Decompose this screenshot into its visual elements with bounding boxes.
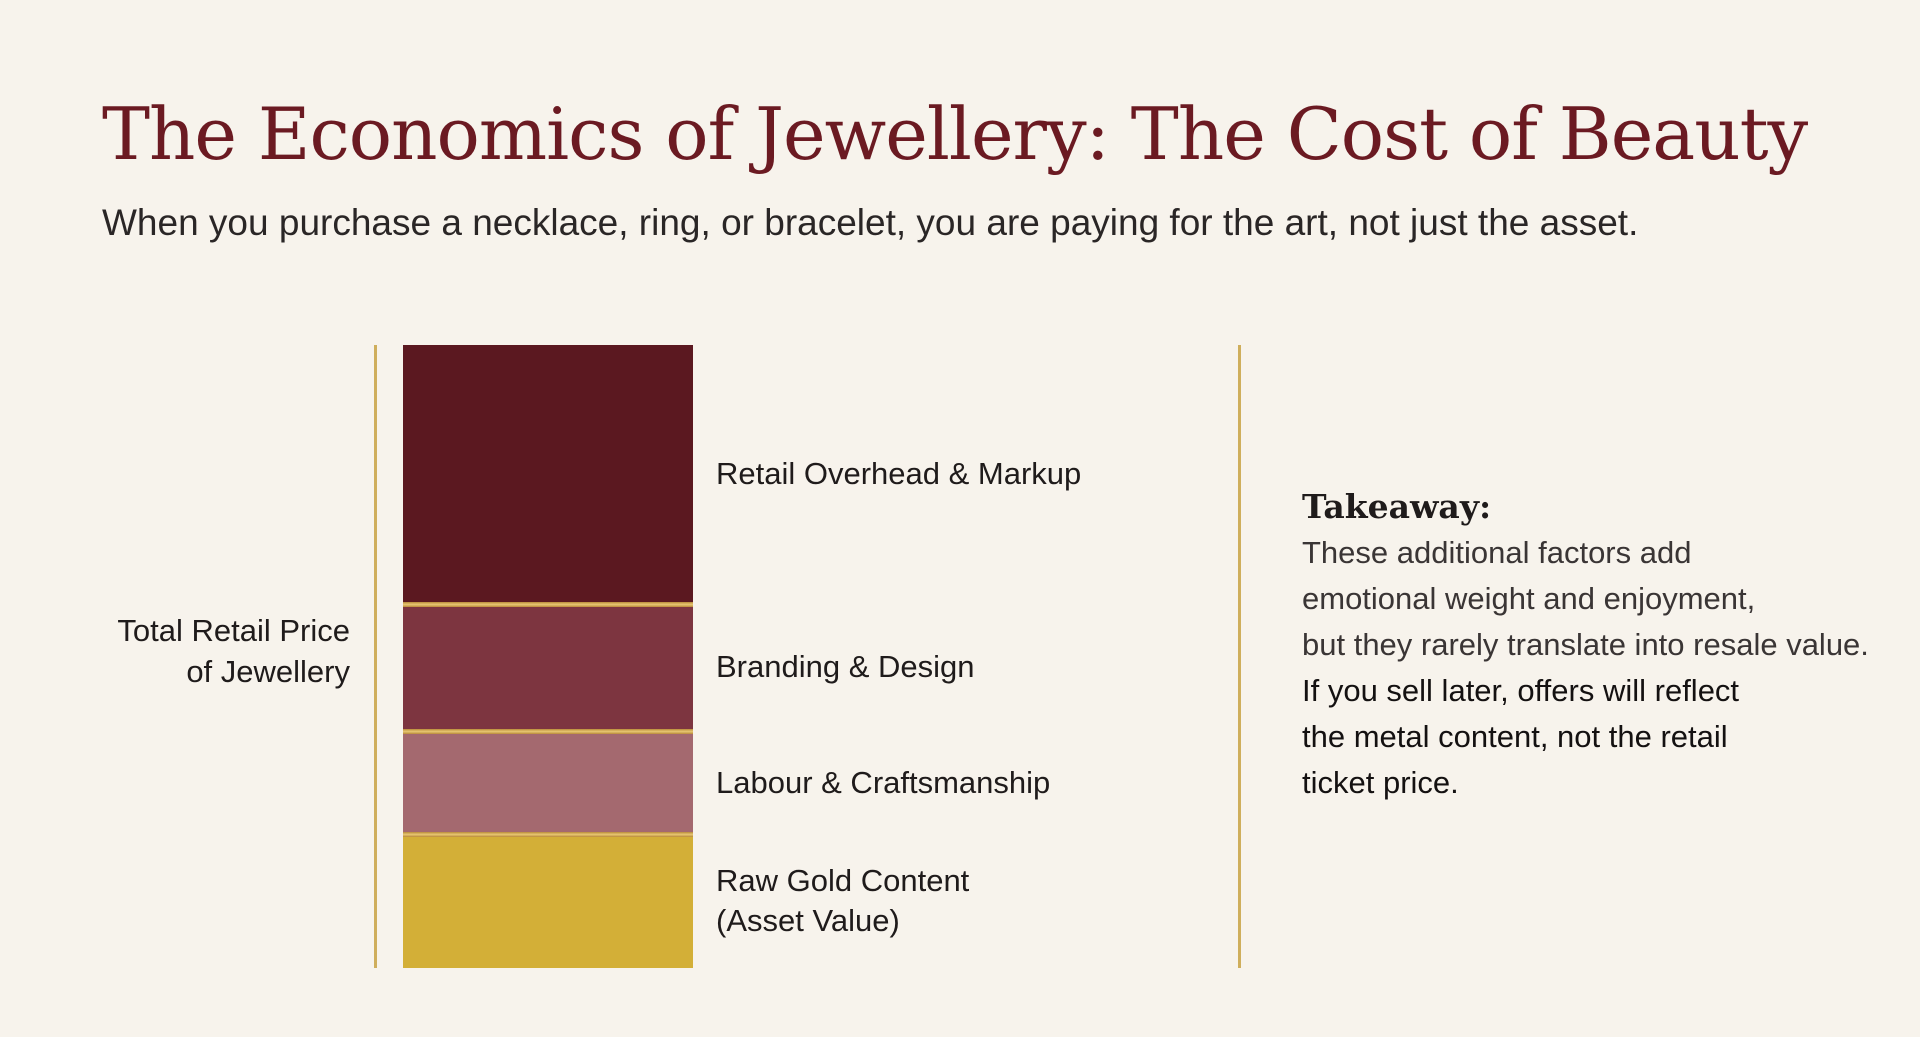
right-gold-divider <box>1238 345 1241 968</box>
gold-separator <box>403 832 693 838</box>
takeaway-emphasis: If you sell later, offers will reflect t… <box>1302 673 1740 800</box>
stack-segment-label-3: Labour & Craftsmanship <box>716 764 1051 800</box>
stack-segment-label-2: Branding & Design <box>716 649 975 685</box>
takeaway-panel: Takeaway: These additional factors add e… <box>1302 484 1912 806</box>
page-title: The Economics of Jewellery: The Cost of … <box>102 92 1808 176</box>
page-subtitle: When you purchase a necklace, ring, or b… <box>102 202 1639 243</box>
stack-segment-label-4: Raw Gold Content (Asset Value) <box>716 863 970 939</box>
total-retail-price-label: Total Retail Price of Jewellery <box>95 610 350 692</box>
stack-segment-3 <box>403 731 693 835</box>
stack-segment-label-1: Retail Overhead & Markup <box>716 456 1082 492</box>
stack-segment-2 <box>403 603 693 732</box>
price-composition-stack <box>403 345 693 968</box>
total-label-line-2: of Jewellery <box>186 654 350 689</box>
total-label-line-1: Total Retail Price <box>117 613 350 648</box>
stack-segment-4 <box>403 834 693 968</box>
gold-separator <box>403 601 693 607</box>
stack-segment-1 <box>403 345 693 604</box>
left-gold-divider <box>374 345 377 968</box>
gold-separator <box>403 729 693 735</box>
takeaway-heading: Takeaway: <box>1302 487 1492 526</box>
takeaway-text: These additional factors add emotional w… <box>1302 535 1869 662</box>
